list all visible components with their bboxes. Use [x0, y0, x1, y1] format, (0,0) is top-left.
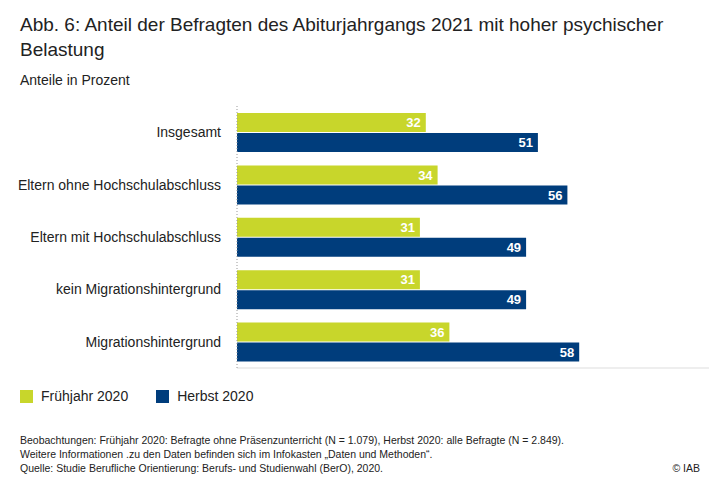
svg-text:36: 36 [430, 325, 444, 340]
svg-text:56: 56 [548, 188, 562, 203]
html-text:Abb. 6: Anteil der Befragten d: Abb. 6: Anteil der Befragten des Abiturj… [20, 14, 664, 60]
html-text:Weitere Informationen .zu den: Weitere Informationen .zu den Daten befi… [20, 448, 433, 460]
svg-text:Migrationshintergrund: Migrationshintergrund [86, 334, 221, 350]
svg-text:49: 49 [507, 292, 521, 307]
html-text:Beobachtungen: Frühjahr 2020:: Beobachtungen: Frühjahr 2020: Befragte o… [20, 434, 564, 446]
svg-text:Insgesamt: Insgesamt [156, 124, 221, 140]
html-text:Herbst 2020: Herbst 2020 [177, 388, 254, 404]
html-text:Quelle: Studie Berufliche Orie: Quelle: Studie Berufliche Orientierung: … [20, 462, 383, 474]
svg-text:51: 51 [518, 135, 532, 150]
svg-text:49: 49 [507, 240, 521, 255]
svg-text:Eltern mit Hochschulabschluss: Eltern mit Hochschulabschluss [30, 229, 221, 245]
svg-text:31: 31 [400, 272, 414, 287]
html-text:Anteile in Prozent: Anteile in Prozent [20, 72, 130, 88]
svg-text:kein Migrationshintergrund: kein Migrationshintergrund [56, 281, 221, 297]
svg-text:34: 34 [418, 168, 433, 183]
svg-text:31: 31 [400, 220, 414, 235]
svg-text:58: 58 [560, 345, 574, 360]
svg-text:32: 32 [406, 115, 420, 130]
html-text:Frühjahr 2020: Frühjahr 2020 [41, 388, 129, 404]
svg-text:Eltern ohne Hochschulabschluss: Eltern ohne Hochschulabschluss [18, 177, 221, 193]
html-text:© IAB: © IAB [672, 462, 700, 474]
